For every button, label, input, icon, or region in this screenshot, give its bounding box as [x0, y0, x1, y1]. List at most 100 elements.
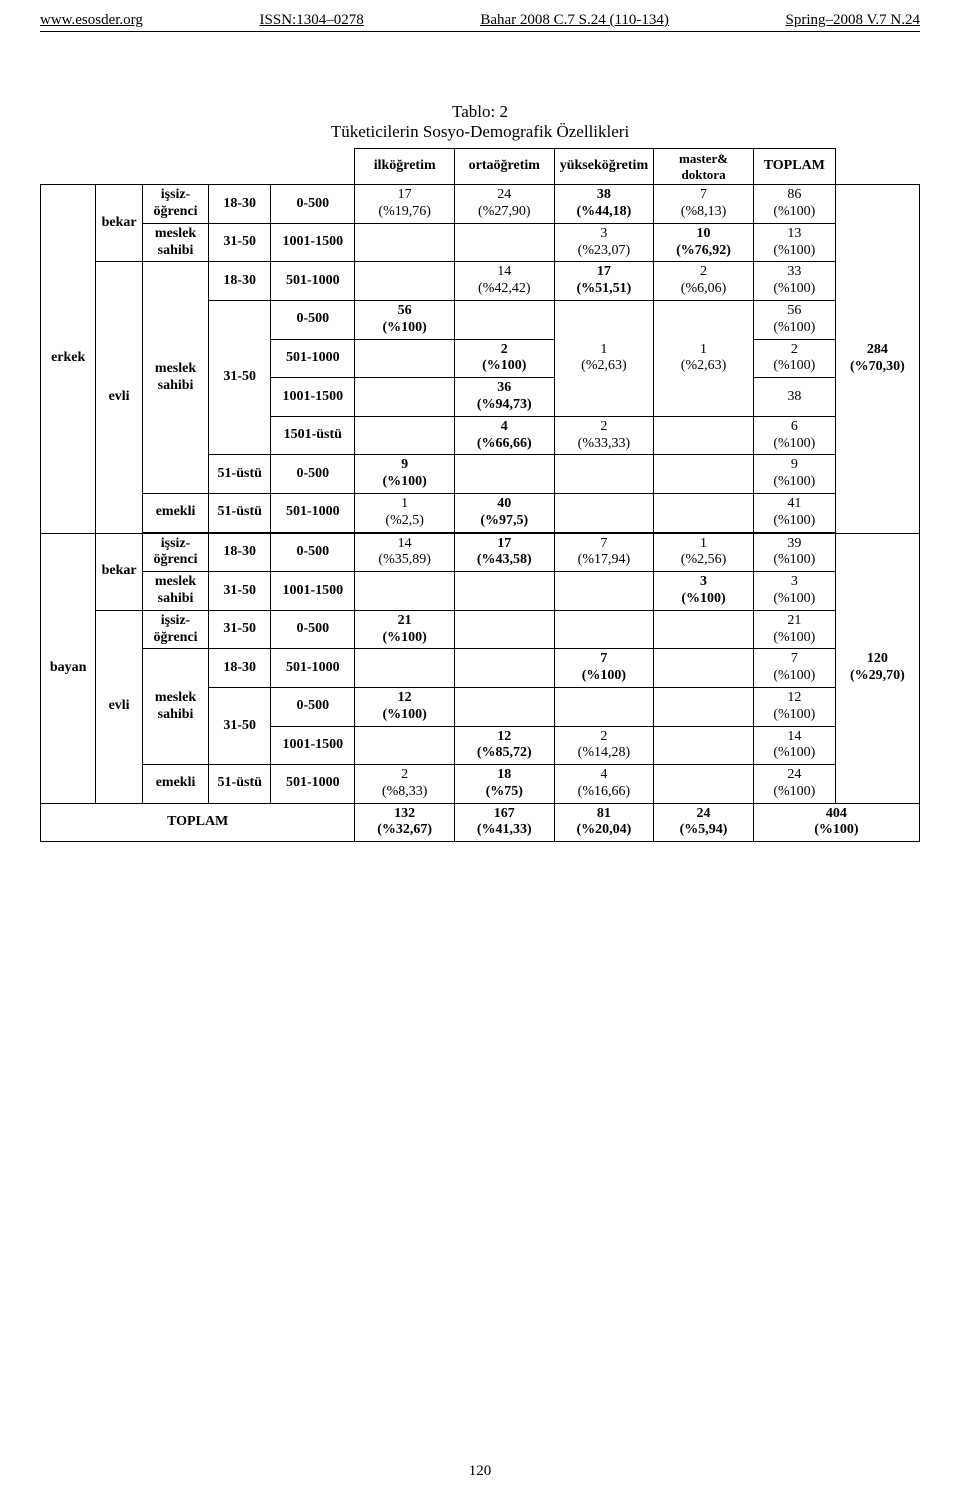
- cell: 18(%75): [454, 765, 554, 804]
- cell: 2(%8,33): [355, 765, 455, 804]
- erkek-group-total: 284(%70,30): [835, 185, 919, 533]
- cell: [355, 339, 455, 378]
- grand-total-label: TOPLAM: [41, 803, 355, 842]
- cell: [454, 223, 554, 262]
- inc-cell: 0-500: [271, 185, 355, 224]
- marital-bayan-evli: evli: [96, 610, 142, 803]
- cell: [454, 572, 554, 611]
- cell: [554, 610, 654, 649]
- cell: [355, 223, 455, 262]
- cell: 17(%43,58): [454, 533, 554, 572]
- inc-cell: 501-1000: [271, 493, 355, 532]
- age-cell: 18-30: [209, 533, 271, 572]
- occ-cell: meslek sahibi: [142, 649, 208, 765]
- cell: 7(%17,94): [554, 533, 654, 572]
- cell: 24(%100): [753, 765, 835, 804]
- cell: 86(%100): [753, 185, 835, 224]
- inc-cell: 501-1000: [271, 262, 355, 301]
- table-row: bayan bekar işsiz-öğrenci 18-30 0-500 14…: [41, 533, 920, 572]
- cell: [654, 610, 754, 649]
- age-cell: 31-50: [209, 572, 271, 611]
- inc-cell: 1001-1500: [271, 223, 355, 262]
- cell: 17(%51,51): [554, 262, 654, 301]
- age-cell: 31-50: [209, 610, 271, 649]
- marital-erkek-bekar: bekar: [96, 185, 142, 262]
- cell: 2(%100): [753, 339, 835, 378]
- inc-cell: 1001-1500: [271, 726, 355, 765]
- age-cell: 31-50: [209, 300, 271, 454]
- cell: [654, 493, 754, 532]
- cell: 24(%5,94): [654, 803, 754, 842]
- age-cell: 18-30: [209, 262, 271, 301]
- cell: 21(%100): [355, 610, 455, 649]
- cell: [355, 572, 455, 611]
- cell: [654, 687, 754, 726]
- inc-cell: 1501-üstü: [271, 416, 355, 455]
- age-cell: 18-30: [209, 649, 271, 688]
- cell: [454, 610, 554, 649]
- cell: 9(%100): [355, 455, 455, 494]
- occ-cell: meslek sahibi: [142, 262, 208, 494]
- cell: [355, 649, 455, 688]
- cell: 13(%100): [753, 223, 835, 262]
- cell: 38: [753, 378, 835, 417]
- occ-cell: işsiz-öğrenci: [142, 610, 208, 649]
- cell: 17(%19,76): [355, 185, 455, 224]
- occ-cell: emekli: [142, 765, 208, 804]
- cell: [454, 687, 554, 726]
- demographics-table: ilköğretim ortaöğretim yükseköğretim mas…: [40, 148, 920, 842]
- cell: [554, 572, 654, 611]
- cell: 2(%14,28): [554, 726, 654, 765]
- table-row: meslek sahibi 31-50 1001-1500 3(%100) 3(…: [41, 572, 920, 611]
- cell: [454, 300, 554, 339]
- inc-cell: 501-1000: [271, 765, 355, 804]
- table-row: erkek bekar işsiz-öğrenci 18-30 0-500 17…: [41, 185, 920, 224]
- cell: 2(%33,33): [554, 416, 654, 455]
- occ-cell: emekli: [142, 493, 208, 532]
- header-right: Spring–2008 V.7 N.24: [786, 12, 920, 29]
- header-blank: [41, 149, 355, 185]
- inc-cell: 1001-1500: [271, 572, 355, 611]
- table-title-line2: Tüketicilerin Sosyo-Demografik Özellikle…: [40, 122, 920, 142]
- cell: [355, 262, 455, 301]
- cell: [355, 378, 455, 417]
- cell: 56(%100): [753, 300, 835, 339]
- cell: 167(%41,33): [454, 803, 554, 842]
- col-master: master& doktora: [654, 149, 754, 185]
- inc-cell: 501-1000: [271, 649, 355, 688]
- cell-merged-md: 1(%2,63): [654, 300, 754, 416]
- age-cell: 18-30: [209, 185, 271, 224]
- cell: 3(%100): [753, 572, 835, 611]
- table-row: evli meslek sahibi 18-30 501-1000 14(%42…: [41, 262, 920, 301]
- page-number: 120: [0, 1463, 960, 1480]
- cell: 9(%100): [753, 455, 835, 494]
- cell: 7(%8,13): [654, 185, 754, 224]
- cell: [654, 726, 754, 765]
- cell: 132(%32,67): [355, 803, 455, 842]
- cell: 1(%2,5): [355, 493, 455, 532]
- cell: 2(%6,06): [654, 262, 754, 301]
- cell: 21(%100): [753, 610, 835, 649]
- header-left: www.esosder.org: [40, 12, 143, 29]
- cell: [654, 765, 754, 804]
- cell: 40(%97,5): [454, 493, 554, 532]
- cell: [654, 649, 754, 688]
- cell: 12(%85,72): [454, 726, 554, 765]
- header-mid2: Bahar 2008 C.7 S.24 (110-134): [480, 12, 669, 29]
- cell: [355, 726, 455, 765]
- inc-cell: 0-500: [271, 533, 355, 572]
- inc-cell: 1001-1500: [271, 378, 355, 417]
- cell: [654, 416, 754, 455]
- cell: 12(%100): [355, 687, 455, 726]
- cell: 7(%100): [753, 649, 835, 688]
- header-blank2: [835, 149, 919, 185]
- cell: 81(%20,04): [554, 803, 654, 842]
- cell: 14(%35,89): [355, 533, 455, 572]
- marital-bayan-bekar: bekar: [96, 533, 142, 610]
- inc-cell: 0-500: [271, 300, 355, 339]
- cell: 3(%100): [654, 572, 754, 611]
- cell: 2(%100): [454, 339, 554, 378]
- cell: 14(%100): [753, 726, 835, 765]
- inc-cell: 0-500: [271, 610, 355, 649]
- table-row: evli işsiz-öğrenci 31-50 0-500 21(%100) …: [41, 610, 920, 649]
